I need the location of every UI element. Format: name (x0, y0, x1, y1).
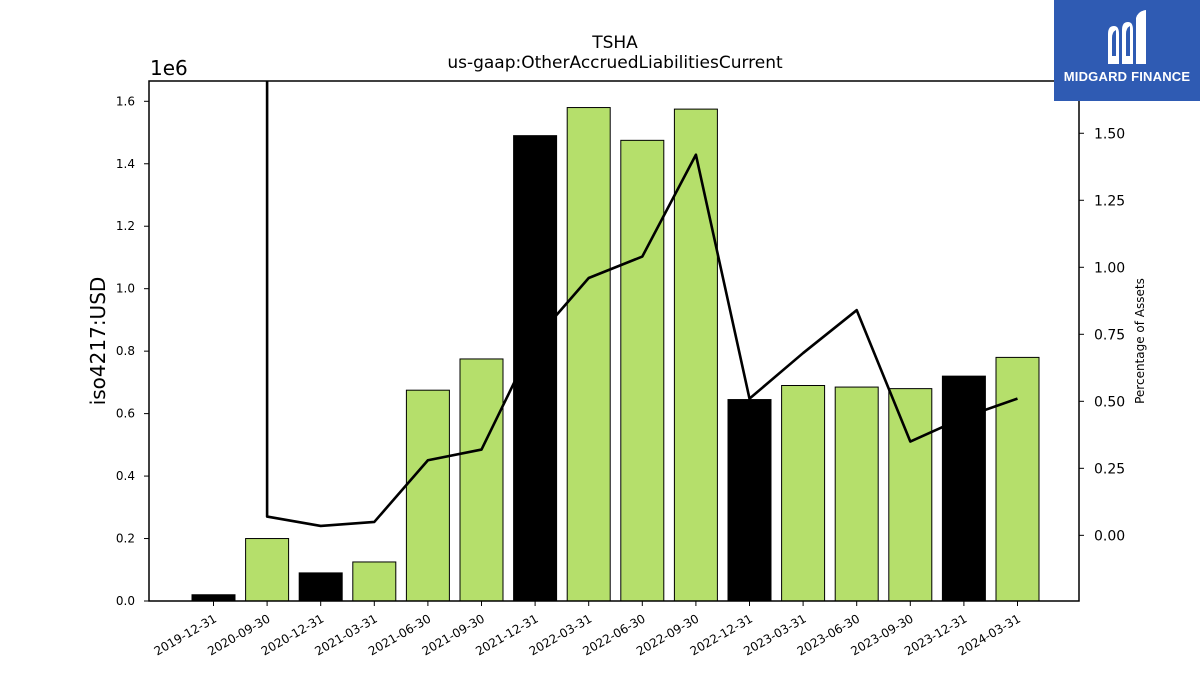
bar-2022-03-31 (566, 107, 611, 602)
y2-axis-label: Percentage of Assets (1133, 278, 1147, 404)
bar-2023-12-31 (941, 375, 986, 602)
bars-group (191, 107, 1040, 602)
bar-2021-06-30 (405, 389, 450, 602)
y2-axis-ticks: 0.00 0.25 0.50 0.75 1.00 1.25 1.50 (1079, 126, 1125, 544)
y-tick-label: 1.4 (116, 157, 135, 171)
bar-2019-12-31 (191, 594, 236, 602)
plot-frame (148, 80, 1080, 602)
line-series-group (265, 81, 1018, 528)
y-tick-label: 0.2 (116, 532, 135, 546)
y-tick-label: 1.0 (116, 282, 135, 296)
y-axis-multiplier: 1e6 (150, 56, 188, 80)
y2-tick-label: 1.25 (1094, 193, 1125, 209)
chart-subtitle: us-gaap:OtherAccruedLiabilitiesCurrent (447, 53, 783, 73)
bar-2023-06-30 (834, 386, 879, 602)
bar-2020-09-30 (245, 538, 290, 602)
y2-tick-label: 0.50 (1094, 394, 1125, 410)
y-tick-label: 1.2 (116, 219, 135, 233)
line-series (265, 81, 1018, 528)
bar-2022-09-30 (673, 108, 718, 602)
bar-2020-12-31 (298, 572, 343, 602)
bar-2021-03-31 (352, 561, 397, 602)
midgard-finance-logo: MIDGARD FINANCE (1054, 0, 1200, 101)
y-tick-label: 0.4 (116, 469, 135, 483)
y-tick-label: 1.6 (116, 94, 135, 108)
y-tick-label: 0.0 (116, 594, 135, 608)
bar-2022-06-30 (620, 139, 665, 602)
y-axis-label: iso4217:USD (86, 277, 110, 406)
y-tick-label: 0.6 (116, 407, 135, 421)
x-axis-ticks: 2019-12-312020-09-302020-12-312021-03-31… (152, 601, 1023, 658)
y2-tick-label: 1.00 (1094, 260, 1125, 276)
bar-2022-12-31 (727, 399, 772, 602)
chart-title: TSHA (591, 33, 638, 53)
y2-tick-label: 0.75 (1094, 327, 1125, 343)
bar-2023-09-30 (888, 388, 933, 602)
y-tick-label: 0.8 (116, 344, 135, 358)
y2-tick-label: 0.25 (1094, 461, 1125, 477)
y2-tick-label: 1.50 (1094, 126, 1125, 142)
logo-text: MIDGARD FINANCE (1063, 69, 1191, 84)
bar-2024-03-31 (995, 356, 1040, 602)
bar-2021-09-30 (459, 358, 504, 602)
bar-2023-03-31 (781, 385, 826, 602)
midgard-logo-mark-icon (1108, 10, 1146, 64)
y-axis-ticks: 0.0 0.2 0.4 0.6 0.8 1.0 1.2 1.4 1.6 (116, 94, 149, 608)
y2-tick-label: 0.00 (1094, 528, 1125, 544)
